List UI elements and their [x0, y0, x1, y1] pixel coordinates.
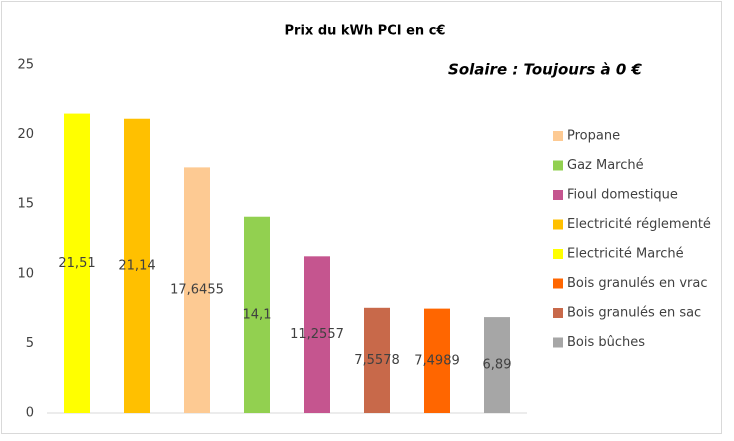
legend-swatch: [553, 337, 563, 348]
value-label: 21,14: [118, 258, 155, 273]
bar: [484, 317, 510, 413]
bar: [364, 307, 390, 413]
bar: [244, 216, 270, 413]
chart-title: Prix du kWh PCI en c€: [285, 24, 446, 39]
bar: [64, 113, 90, 413]
value-label: 14,1: [243, 307, 272, 322]
legend-label: Gaz Marché: [567, 158, 644, 173]
legend-label: Bois granulés en vrac: [567, 276, 707, 291]
value-label: 11,2557: [290, 327, 344, 342]
legend-label: Propane: [567, 129, 620, 144]
bar: [304, 256, 330, 413]
y-tick-label: 5: [26, 336, 34, 351]
legend-label: Fioul domestique: [567, 188, 678, 203]
value-label: 7,4989: [414, 353, 460, 368]
annotation: Solaire : Toujours à 0 €: [448, 61, 642, 79]
value-label: 21,51: [58, 256, 95, 271]
legend-swatch: [553, 131, 563, 141]
y-tick-label: 0: [26, 406, 34, 421]
y-tick-label: 10: [17, 266, 34, 281]
legend-swatch: [553, 190, 563, 200]
legend-swatch: [553, 160, 563, 171]
value-label: 17,6455: [170, 283, 224, 298]
bar: [424, 308, 450, 413]
chart-border: [1, 1, 722, 434]
y-tick-label: 15: [17, 197, 34, 212]
legend-swatch: [553, 308, 563, 318]
y-tick-label: 20: [17, 127, 34, 142]
legend-label: Bois granulés en sac: [567, 306, 701, 321]
legend-label: Electricité réglementé: [567, 217, 711, 232]
bar: [124, 118, 150, 413]
legend-swatch: [553, 278, 563, 289]
value-label: 6,89: [483, 358, 512, 373]
y-tick-label: 25: [17, 58, 34, 73]
bar: [184, 167, 210, 413]
legend-swatch: [553, 219, 563, 230]
legend-label: Bois bûches: [567, 335, 645, 350]
legend-swatch: [553, 249, 563, 259]
legend-label: Electricité Marché: [567, 247, 684, 262]
value-label: 7,5578: [354, 353, 400, 368]
